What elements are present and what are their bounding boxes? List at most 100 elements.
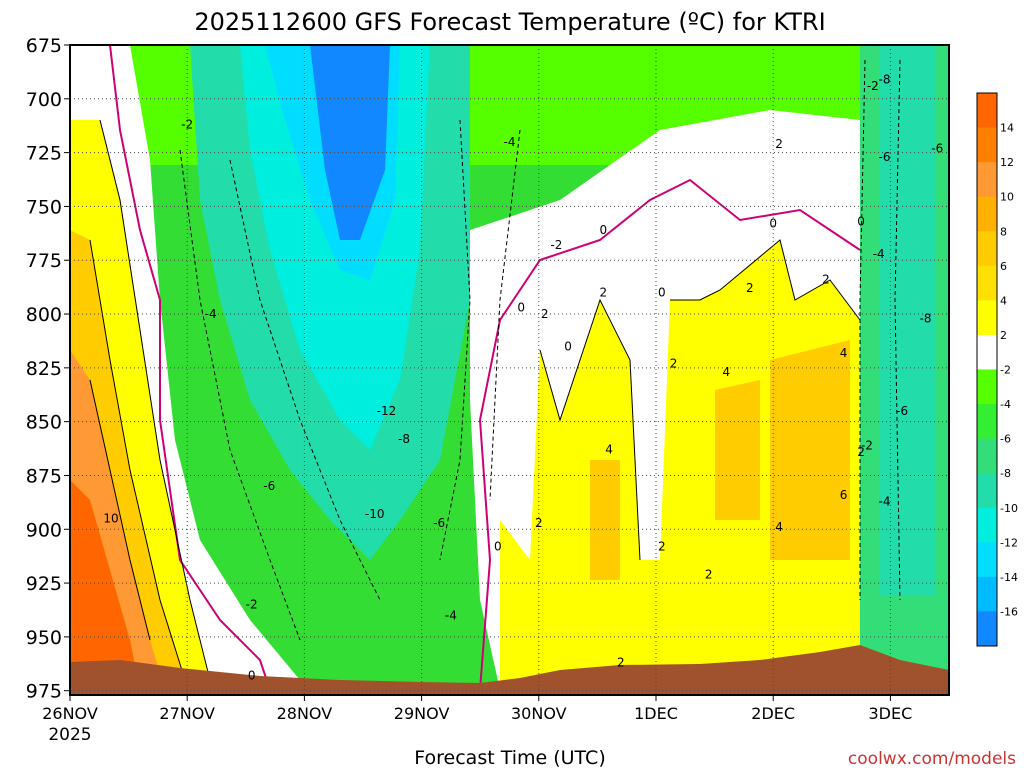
contour-label: -2 — [246, 598, 258, 612]
colorbar-label: -8 — [1000, 467, 1011, 480]
colorbar-swatch — [977, 507, 997, 543]
x-tick-label: 29NOV — [394, 704, 450, 723]
colorbar-swatch — [977, 93, 997, 129]
contour-label: -10 — [365, 507, 385, 521]
colorbar-swatch — [977, 162, 997, 198]
field-warm-gold-mid — [590, 340, 850, 580]
contour-label: -2 — [181, 118, 193, 132]
plot-frame — [69, 44, 950, 696]
x-axis-year: 2025 — [48, 725, 91, 745]
x-tick-label: 28NOV — [277, 704, 333, 723]
y-tick-label: 875 — [26, 465, 62, 487]
contour-label: -6 — [263, 479, 275, 493]
colorbar-swatch — [977, 369, 997, 405]
y-tick-label: 775 — [26, 250, 62, 272]
y-tick-label: 925 — [26, 573, 62, 595]
contour-label: 6 — [840, 488, 848, 502]
attribution: coolwx.com/models — [848, 749, 1016, 768]
grid — [70, 45, 949, 695]
x-tick-label: 1DEC — [634, 704, 678, 723]
contour-label: 2 — [705, 567, 713, 581]
contour-label: 2 — [599, 286, 607, 300]
contour-label: -4 — [879, 494, 891, 508]
colorbar-label: 12 — [1000, 156, 1014, 169]
colorbar-label: 2 — [1000, 329, 1007, 342]
contours-cold — [179, 59, 901, 641]
x-axis: 26NOV 27NOV 28NOV 29NOV 30NOV 1DEC 2DEC 3DEC — [42, 695, 912, 723]
contour-label: 2 — [822, 273, 830, 287]
colorbar-label: 6 — [1000, 260, 1007, 273]
contour-label: 0 — [248, 669, 256, 683]
y-tick-label: 850 — [26, 412, 62, 434]
colorbar-swatch — [977, 300, 997, 336]
contour-label: 0 — [769, 217, 777, 231]
x-tick-label: 3DEC — [869, 704, 913, 723]
colorbar-swatch — [977, 611, 997, 647]
colorbar-swatch — [977, 127, 997, 163]
contour-label: 0 — [564, 339, 572, 353]
contour-label: -4 — [205, 307, 217, 321]
y-tick-label: 750 — [26, 196, 62, 218]
colorbar-swatch — [977, 473, 997, 509]
y-tick-label: 700 — [26, 89, 62, 111]
y-axis: 675 700 725 750 775 800 825 850 875 900 925 950 975 — [26, 35, 70, 703]
contour-label: -8 — [920, 311, 932, 325]
contour-label: 2 — [541, 307, 549, 321]
x-tick-label: 27NOV — [159, 704, 215, 723]
colorbar-swatch — [977, 576, 997, 612]
y-tick-label: 900 — [26, 519, 62, 541]
y-tick-label: 725 — [26, 143, 62, 165]
contour-zero-mid — [478, 178, 861, 691]
contour-label: -6 — [879, 150, 891, 164]
colorbar-swatch — [977, 542, 997, 578]
colorbar-label: -14 — [1000, 571, 1018, 584]
contour-label: -12 — [377, 404, 397, 418]
contour-label: -2 — [861, 438, 873, 452]
contour-label: 2 — [617, 656, 625, 670]
colorbar-label: 14 — [1000, 122, 1014, 135]
contour-label: -6 — [896, 404, 908, 418]
contour-label: 0 — [517, 301, 525, 315]
x-tick-label: 30NOV — [511, 704, 567, 723]
colorbar: 14 12 10 8 6 4 2 -2 -4 -6 -8 -10 -12 -14 -16 — [976, 92, 1018, 647]
field-warm-red-left — [70, 480, 140, 695]
contour-label: 2 — [775, 137, 783, 151]
colorbar-label: -6 — [1000, 433, 1011, 446]
colorbar-swatch — [977, 334, 997, 370]
contour-zero-left — [109, 45, 271, 691]
contour-label: 0 — [658, 286, 666, 300]
y-tick-label: 675 — [26, 35, 62, 57]
colorbar-swatch — [977, 265, 997, 301]
contour-label: 2 — [746, 281, 754, 295]
contour-label: -6 — [433, 516, 445, 530]
x-axis-label: Forecast Time (UTC) — [414, 747, 605, 768]
contour-label: -2 — [867, 79, 879, 93]
contour-label: 2 — [670, 357, 678, 371]
colorbar-label: -10 — [1000, 502, 1018, 515]
contour-label: 0 — [494, 539, 502, 553]
colorbar-label: 4 — [1000, 294, 1007, 307]
contour-label: -4 — [445, 608, 457, 622]
colorbar-label: -12 — [1000, 536, 1018, 549]
x-tick-label: 2DEC — [751, 704, 795, 723]
y-tick-label: 950 — [26, 627, 62, 649]
chart-title: 2025112600 GFS Forecast Temperature (ºC)… — [194, 8, 825, 36]
contour-label: 2 — [535, 516, 543, 530]
x-tick-label: 26NOV — [42, 704, 98, 723]
plot-area: -2 -4 -6 -2 0 -12 -8 -10 -6 -4 -4 -2 0 0 2 0 2 0 2 4 2 0 2 2 2 4 2… — [70, 45, 949, 695]
field-cold-core — [310, 45, 390, 240]
contour-label: 2 — [857, 445, 865, 459]
contour-label: -6 — [931, 141, 943, 155]
y-tick-label: 825 — [26, 358, 62, 380]
colorbar-swatch — [977, 231, 997, 267]
colorbar-label: 8 — [1000, 225, 1007, 238]
contour-label: 4 — [722, 365, 730, 379]
contour-label: -4 — [504, 135, 516, 149]
colorbar-swatch — [977, 438, 997, 474]
contour-label: -4 — [873, 247, 885, 261]
contour-label: 4 — [840, 346, 848, 360]
contours-warm — [89, 119, 861, 681]
contour-label: 10 — [103, 512, 118, 526]
contour-label: 4 — [605, 443, 613, 457]
